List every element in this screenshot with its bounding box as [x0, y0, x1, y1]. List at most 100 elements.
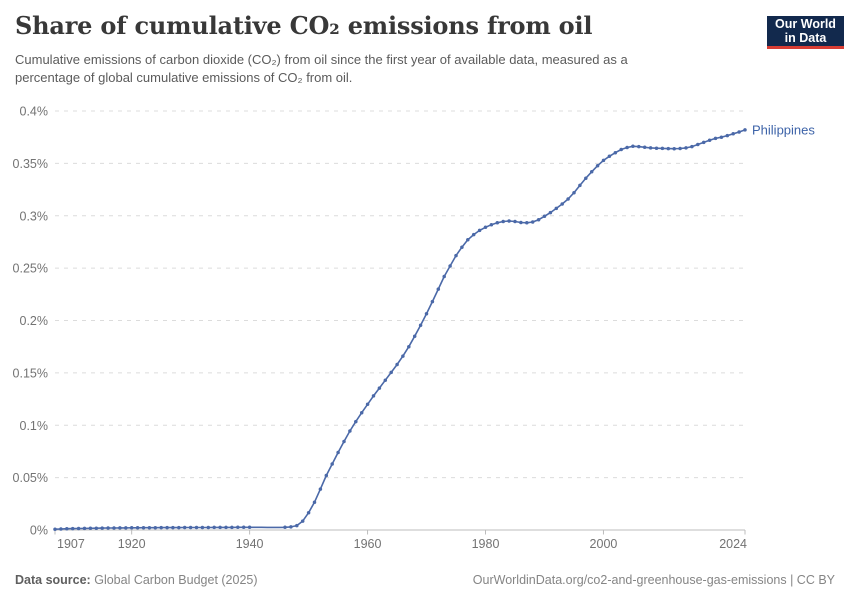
data-point-marker: [566, 197, 570, 201]
data-point-marker: [519, 220, 523, 225]
data-point-marker: [300, 519, 305, 523]
data-point-marker: [572, 190, 576, 195]
data-point-marker: [530, 220, 535, 224]
data-point-marker: [448, 264, 452, 268]
data-point-marker: [135, 526, 140, 530]
x-axis-tick-label: 1940: [236, 537, 264, 551]
data-point-marker: [743, 128, 747, 132]
data-point-marker: [654, 146, 659, 150]
y-axis-tick-label: 0.1%: [20, 419, 49, 433]
data-point-marker: [200, 525, 205, 530]
data-point-marker: [100, 526, 104, 530]
data-point-marker: [365, 402, 370, 407]
data-point-marker: [625, 145, 629, 150]
data-point-marker: [247, 525, 252, 530]
data-point-marker: [383, 378, 388, 382]
owid-logo-line2: in Data: [784, 31, 827, 45]
data-point-marker: [182, 525, 187, 530]
data-point-marker: [354, 419, 358, 424]
data-point-marker: [442, 274, 446, 279]
x-axis-tick-label: 1920: [118, 537, 146, 551]
owid-logo[interactable]: Our World in Data: [767, 16, 844, 49]
data-point-marker: [672, 146, 676, 151]
data-point-marker: [395, 362, 399, 367]
data-point-marker: [283, 525, 287, 530]
data-point-marker: [129, 526, 134, 530]
y-axis-tick-label: 0.2%: [20, 314, 49, 328]
data-point-marker: [289, 525, 293, 529]
data-point-marker: [212, 525, 216, 530]
data-point-marker: [642, 145, 647, 150]
x-axis-tick-label: 2024: [719, 537, 747, 551]
data-point-marker: [513, 219, 517, 224]
data-point-marker: [601, 158, 606, 163]
chart-subtitle: Cumulative emissions of carbon dioxide (…: [15, 52, 628, 85]
data-point-marker: [548, 210, 553, 215]
entity-label-philippines[interactable]: Philippines: [752, 122, 815, 137]
data-point-marker: [53, 527, 57, 531]
data-point-marker: [660, 146, 665, 151]
data-point-marker: [141, 525, 146, 530]
data-point-marker: [218, 525, 222, 530]
data-point-marker: [495, 221, 500, 225]
data-point-marker: [82, 526, 87, 531]
data-point-marker: [118, 526, 122, 530]
data-point-marker: [112, 526, 116, 530]
data-point-marker: [460, 245, 464, 249]
data-point-marker: [454, 253, 458, 258]
data-point-marker: [359, 410, 364, 415]
data-point-marker: [206, 525, 211, 530]
data-point-marker: [418, 323, 423, 327]
data-point-marker: [348, 429, 352, 433]
chart-footer: Data source: Global Carbon Budget (2025)…: [15, 573, 835, 587]
data-point-marker: [177, 525, 181, 530]
data-point-marker: [224, 525, 228, 530]
data-point-marker: [188, 525, 193, 530]
data-point-marker: [595, 163, 600, 168]
data-point-marker: [94, 526, 99, 530]
data-point-marker: [430, 299, 435, 304]
data-point-marker: [536, 217, 541, 222]
data-point-marker: [324, 473, 329, 478]
data-point-marker: [584, 176, 588, 180]
data-point-marker: [719, 135, 724, 139]
data-point-marker: [401, 354, 405, 358]
x-axis-tick-label: 1960: [354, 537, 382, 551]
data-point-marker: [76, 526, 81, 531]
data-point-marker: [648, 146, 653, 150]
data-point-marker: [707, 138, 712, 143]
x-axis-tick-label: 1907: [57, 537, 85, 551]
data-point-marker: [542, 214, 547, 219]
data-point-marker: [153, 525, 158, 530]
data-point-marker: [589, 170, 594, 174]
data-point-marker: [412, 334, 417, 338]
data-point-marker: [725, 133, 730, 138]
data-point-marker: [637, 144, 641, 149]
data-point-marker: [501, 219, 505, 224]
data-point-marker: [407, 344, 411, 349]
data-point-marker: [560, 202, 564, 206]
data-point-marker: [342, 439, 346, 444]
data-point-marker: [471, 232, 476, 237]
data-point-marker: [466, 238, 470, 242]
x-axis-tick-label: 1980: [472, 537, 500, 551]
y-axis-tick-label: 0%: [30, 524, 48, 538]
data-point-marker: [696, 142, 700, 147]
owid-logo-line1: Our World: [775, 17, 836, 31]
data-point-marker: [241, 525, 246, 530]
data-point-marker: [318, 487, 323, 491]
data-point-marker: [489, 222, 494, 227]
data-point-marker: [507, 219, 511, 223]
footer-citation-link[interactable]: OurWorldinData.org/co2-and-greenhouse-ga…: [472, 573, 835, 587]
data-point-marker: [607, 154, 612, 159]
data-point-marker: [230, 525, 234, 530]
data-point-marker: [159, 525, 163, 530]
data-point-marker: [483, 225, 488, 230]
data-point-marker: [613, 150, 618, 155]
data-point-marker: [171, 525, 175, 530]
data-point-marker: [666, 146, 671, 151]
data-point-marker: [70, 526, 75, 531]
data-point-marker: [684, 146, 688, 150]
